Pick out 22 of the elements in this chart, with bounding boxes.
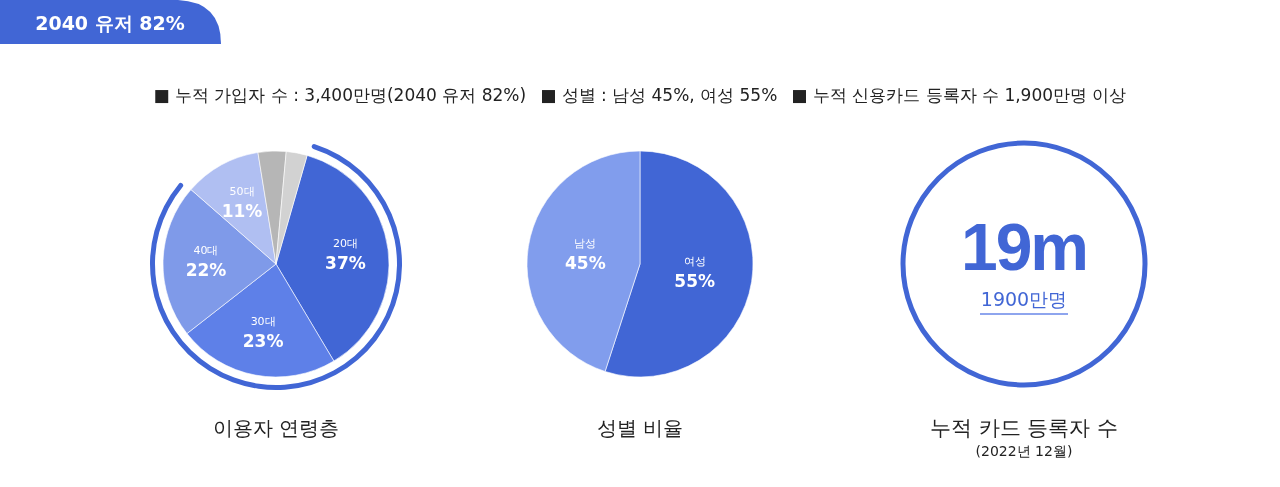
data-label: 45% bbox=[564, 253, 606, 274]
data-label: 23% bbox=[242, 330, 284, 351]
text: (2022년 12월) bbox=[975, 443, 1073, 459]
text: ■ 누적 가입자 수 : 3,400만명(2040 유저 82%) bbox=[153, 84, 527, 107]
slice-label: 20대 bbox=[332, 236, 358, 250]
text: 19m bbox=[960, 210, 1088, 284]
data-label: 22% bbox=[185, 260, 227, 281]
slice-label: 50대 bbox=[229, 184, 255, 198]
text: 누적 카드 등록자 수 bbox=[929, 416, 1119, 440]
slice-label: 30대 bbox=[250, 314, 276, 328]
slice-label: 남성 bbox=[574, 237, 597, 251]
text: 성별 비율 bbox=[596, 416, 684, 440]
text: 2040 유저 82% bbox=[35, 12, 185, 34]
text: 1900만명 bbox=[980, 288, 1068, 310]
text: 이용자 연령층 bbox=[212, 416, 340, 440]
slice-label: 40대 bbox=[193, 244, 219, 258]
data-label: 55% bbox=[674, 270, 716, 291]
data-label: 11% bbox=[221, 200, 263, 221]
data-label: 37% bbox=[325, 252, 366, 273]
text: ■ 누적 신용카드 등록자 수 1,900만명 이상 bbox=[791, 84, 1127, 107]
text: ■ 성별 : 남성 45%, 여성 55% bbox=[540, 84, 778, 107]
slice-label: 여성 bbox=[683, 254, 706, 268]
